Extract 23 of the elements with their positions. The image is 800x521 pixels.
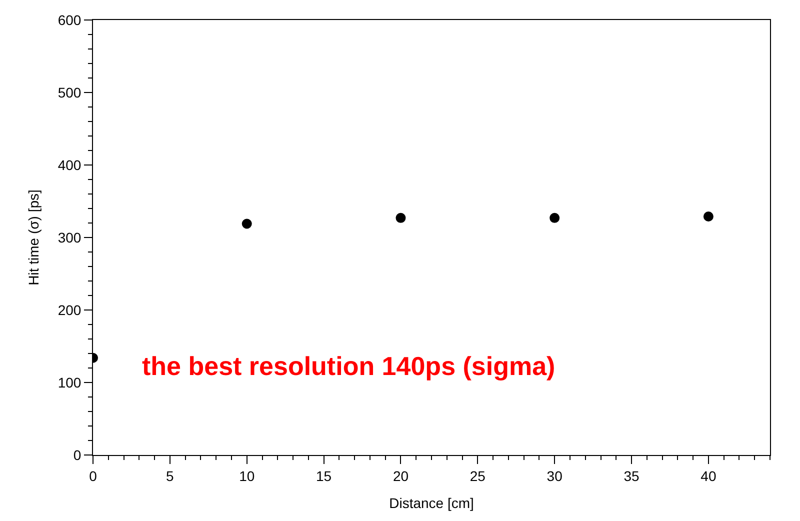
y-tick-label: 400 <box>58 156 82 173</box>
y-axis-title: Hit time (σ) [ps] <box>25 190 42 286</box>
x-tick-label: 30 <box>546 468 563 484</box>
x-tick-label: 5 <box>166 468 174 484</box>
y-tick-label: 500 <box>58 84 82 100</box>
y-tick-label: 0 <box>73 446 82 463</box>
x-tick-label: 15 <box>316 468 332 484</box>
x-tick-label: 0 <box>89 468 98 484</box>
y-tick-label: 200 <box>58 302 82 318</box>
point <box>396 212 406 223</box>
x-tick-label: 20 <box>392 468 409 484</box>
x-tick-label: 25 <box>470 468 486 484</box>
x-axis-title: Distance [cm] <box>389 495 474 512</box>
y-tick-label: 300 <box>58 229 82 246</box>
x-tick-label: 40 <box>700 468 716 484</box>
annotation: the best resolution 140ps (sigma) <box>142 351 556 381</box>
point <box>703 211 714 222</box>
point <box>550 212 560 223</box>
x-tick-label: 10 <box>239 468 255 484</box>
point <box>242 218 252 229</box>
y-tick-label: 600 <box>58 12 82 28</box>
x-tick-label: 35 <box>624 468 640 484</box>
y-tick-label: 100 <box>58 374 82 390</box>
